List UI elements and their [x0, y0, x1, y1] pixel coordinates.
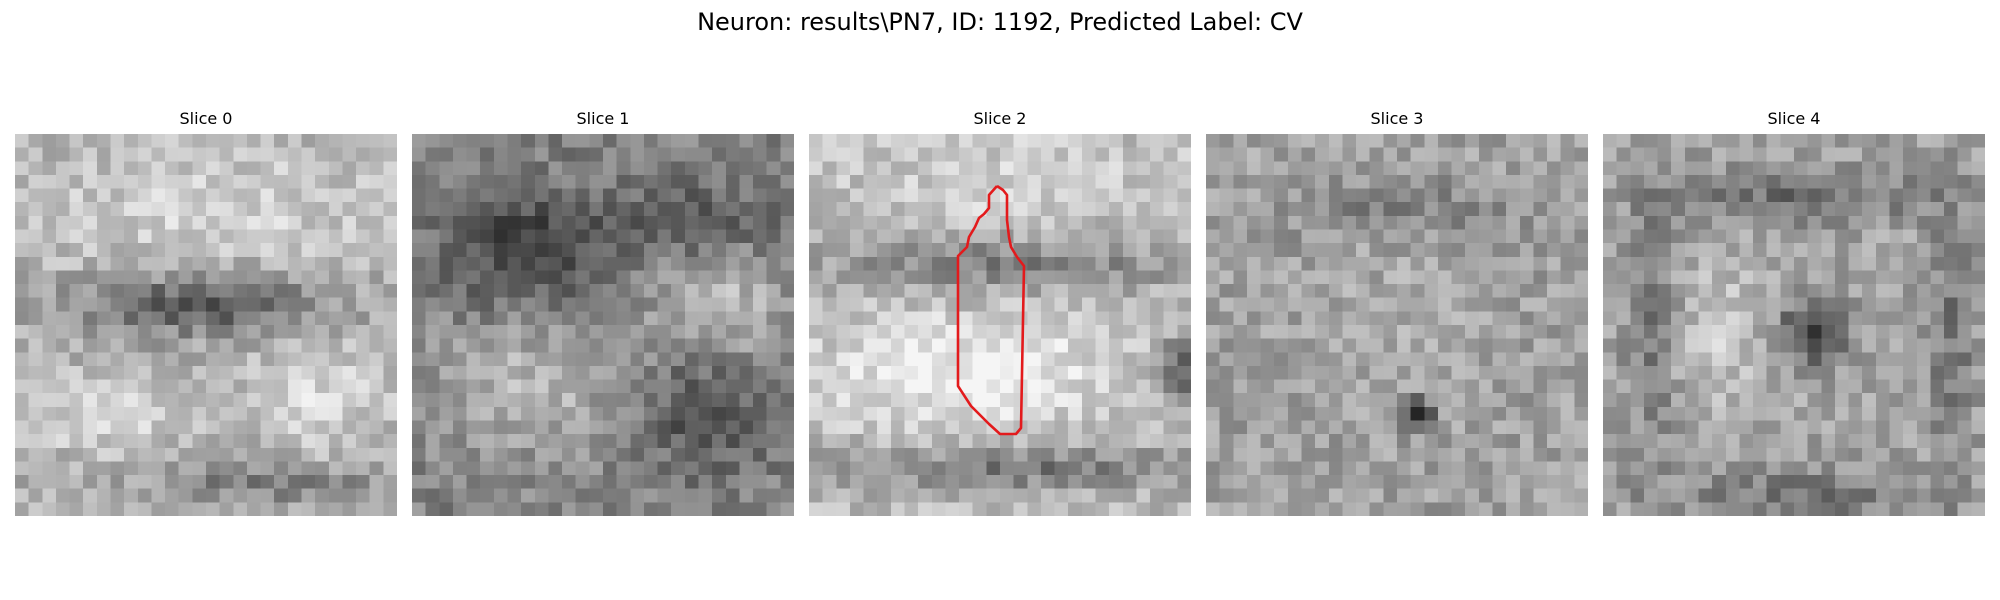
slice-canvas: [412, 134, 794, 516]
slice-canvas: [809, 134, 1191, 516]
figure-title: Neuron: results\PN7, ID: 1192, Predicted…: [697, 8, 1303, 36]
slice-image-4: [1603, 134, 1985, 516]
slice-panel-3: Slice 3: [1206, 109, 1588, 516]
slice-image-1: [412, 134, 794, 516]
contour-line: [956, 184, 1026, 436]
slice-title: Slice 0: [179, 109, 233, 128]
slice-title: Slice 4: [1767, 109, 1821, 128]
slice-title: Slice 1: [576, 109, 630, 128]
slice-image-2: [809, 134, 1191, 516]
slice-image-0: [15, 134, 397, 516]
slice-image-3: [1206, 134, 1588, 516]
slice-canvas: [15, 134, 397, 516]
slice-panel-2: Slice 2: [809, 109, 1191, 516]
slice-canvas: [1206, 134, 1588, 516]
slice-panel-0: Slice 0: [15, 109, 397, 516]
slice-canvas: [1603, 134, 1985, 516]
segmentation-contour: [956, 184, 1026, 436]
slice-panel-1: Slice 1: [412, 109, 794, 516]
slice-title: Slice 3: [1370, 109, 1424, 128]
slice-title: Slice 2: [973, 109, 1027, 128]
slice-panel-4: Slice 4: [1603, 109, 1985, 516]
